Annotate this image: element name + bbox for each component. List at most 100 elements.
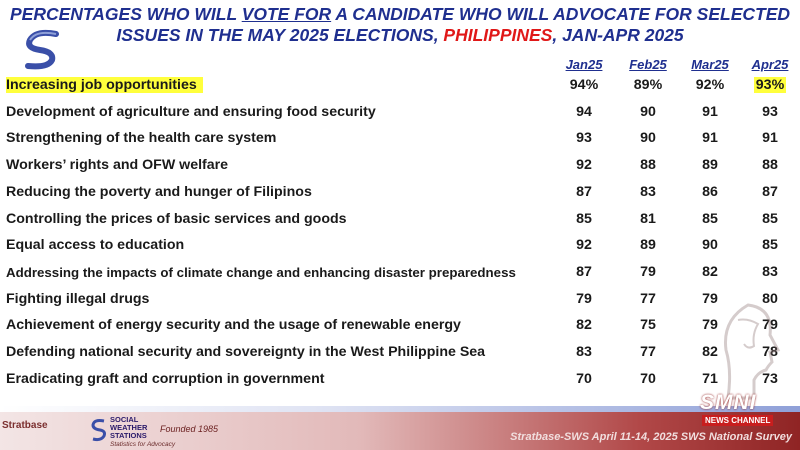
value-cell: 91 [746, 130, 794, 146]
value-text: 78 [762, 344, 778, 360]
value-text: 91 [762, 130, 778, 147]
value-cell: 82 [686, 344, 734, 360]
table-row: Fighting illegal drugs 79 77 79 80 [0, 287, 800, 314]
value-text: 82 [576, 317, 592, 334]
value-cell: 85 [686, 211, 734, 227]
value-cell: 88 [624, 157, 672, 173]
sws-tagline: Statistics for Advocacy [110, 441, 176, 448]
value-cell: 70 [624, 371, 672, 387]
value-text: 73 [762, 370, 778, 387]
sws-name: SOCIAL WEATHER STATIONS [110, 416, 147, 440]
value-cell: 90 [624, 104, 672, 120]
table-row: Achievement of energy security and the u… [0, 313, 800, 340]
row-label-text: Development of agriculture and ensuring … [6, 103, 376, 120]
value-text: 93% [753, 77, 787, 93]
value-text: 79 [640, 263, 656, 280]
sws-name-line-1: SOCIAL [110, 415, 139, 424]
value-cell: 92 [560, 237, 608, 253]
value-text: 85 [702, 210, 718, 227]
value-text: 79 [702, 290, 718, 307]
value-cell: 85 [746, 211, 794, 227]
table-row: Strengthening of the health care system 9… [0, 126, 800, 153]
value-cell: 93% [746, 77, 794, 93]
value-text: 77 [640, 344, 656, 360]
value-text: 94% [569, 77, 599, 93]
title-part-6: , JAN-APR 2025 [552, 25, 684, 45]
value-cell: 79 [560, 291, 608, 307]
row-label: Workers’ rights and OFW welfare [6, 157, 228, 173]
column-header: Apr25 [751, 57, 789, 72]
row-label: Reducing the poverty and hunger of Filip… [6, 184, 312, 200]
smni-logo: SMNI [700, 391, 757, 414]
value-text: 90 [640, 103, 656, 120]
table-row: Development of agriculture and ensuring … [0, 100, 800, 127]
value-cell: 82 [560, 317, 608, 333]
footer-accent-bar [0, 406, 800, 412]
title-part-3: A CANDIDATE WHO WILL ADVOCATE FOR SELECT… [331, 4, 791, 24]
value-text: 79 [702, 317, 718, 334]
value-cell: 91 [686, 130, 734, 146]
value-text: 91 [702, 130, 718, 147]
value-text: 92 [576, 237, 592, 254]
value-text: 89 [702, 157, 718, 174]
column-header: Feb25 [629, 57, 667, 72]
value-text: 71 [702, 370, 718, 387]
value-cell: 92 [560, 157, 608, 173]
title-part-1: PERCENTAGES WHO WILL [9, 4, 242, 24]
value-cell: 94% [560, 77, 608, 93]
value-text: 93 [762, 103, 778, 120]
row-label: Equal access to education [6, 237, 184, 253]
value-text: 79 [576, 290, 592, 307]
value-cell: 87 [560, 184, 608, 200]
value-cell: 75 [624, 317, 672, 333]
value-cell: 89% [624, 77, 672, 93]
value-text: 85 [576, 210, 592, 227]
value-text: 90 [702, 237, 718, 254]
value-text: 89 [640, 237, 656, 254]
value-text: 70 [640, 370, 656, 387]
row-label: Achievement of energy security and the u… [6, 317, 461, 333]
value-cell: 77 [624, 344, 672, 360]
sws-founded: Founded 1985 [160, 424, 219, 434]
smni-news-channel: NEWS CHANNEL [702, 415, 774, 426]
value-text: 89% [633, 77, 663, 93]
title-philippines: PHILIPPINES [443, 25, 553, 45]
table-row: Increasing job opportunities 94% 89% 92% 93% [0, 73, 800, 100]
row-label-text: Controlling the prices of basic services… [6, 210, 347, 227]
value-text: 85 [762, 237, 778, 254]
value-cell: 80 [746, 291, 794, 307]
value-text: 83 [762, 263, 778, 280]
title-vote-for: VOTE FOR [241, 4, 332, 24]
value-text: 83 [640, 183, 656, 200]
row-label-text: Defending national security and sovereig… [6, 344, 486, 360]
row-label-text: Strengthening of the health care system [6, 130, 277, 147]
row-label-text: Increasing job opportunities [6, 77, 203, 93]
value-text: 93 [576, 130, 592, 147]
value-cell: 90 [686, 237, 734, 253]
table-row: Controlling the prices of basic services… [0, 207, 800, 234]
row-label-text: Equal access to education [6, 237, 185, 254]
value-text: 70 [576, 370, 592, 387]
row-label: Eradicating graft and corruption in gove… [6, 371, 324, 387]
table-row: Addressing the impacts of climate change… [0, 260, 800, 287]
value-cell: 87 [560, 264, 608, 280]
row-label-text: Workers’ rights and OFW welfare [6, 157, 229, 174]
sws-name-line-2: WEATHER [110, 423, 148, 432]
value-cell: 79 [686, 317, 734, 333]
value-text: 81 [640, 210, 656, 227]
footer-bar [0, 412, 800, 450]
value-text: 87 [762, 183, 778, 200]
value-cell: 91 [686, 104, 734, 120]
column-header: Jan25 [565, 57, 603, 72]
row-label: Addressing the impacts of climate change… [6, 265, 516, 280]
row-label: Development of agriculture and ensuring … [6, 104, 376, 120]
value-cell: 93 [560, 130, 608, 146]
value-text: 88 [762, 157, 778, 174]
row-label-text: Eradicating graft and corruption in gove… [6, 370, 325, 387]
value-cell: 88 [746, 157, 794, 173]
value-cell: 79 [686, 291, 734, 307]
row-label-text: Fighting illegal drugs [6, 290, 150, 307]
value-cell: 73 [746, 371, 794, 387]
value-text: 82 [702, 263, 718, 280]
value-cell: 89 [624, 237, 672, 253]
